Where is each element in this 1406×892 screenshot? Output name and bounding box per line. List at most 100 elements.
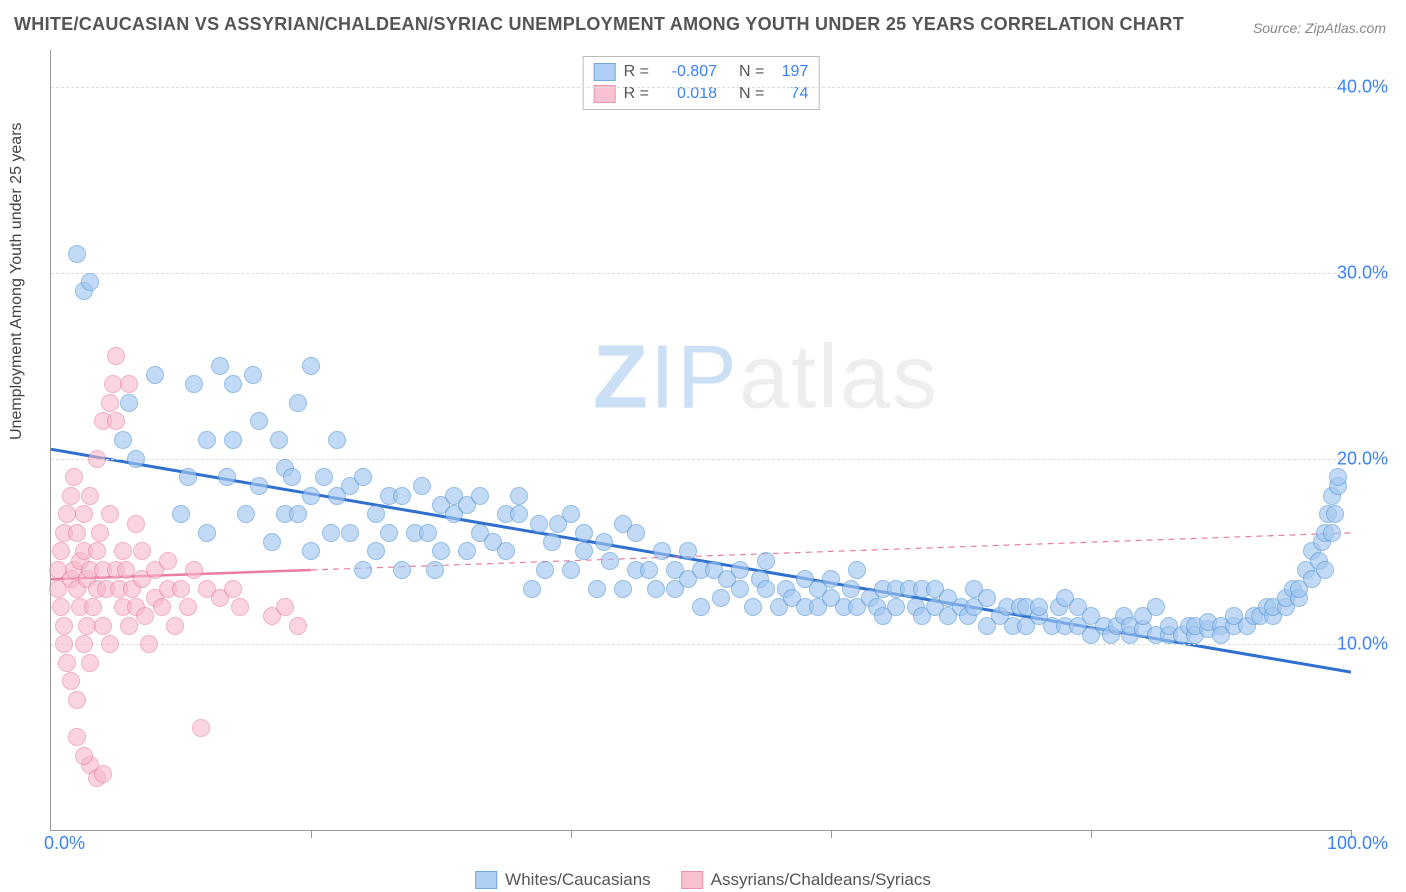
point-pink (276, 598, 294, 616)
point-blue (1147, 598, 1165, 616)
legend-label-pink: Assyrians/Chaldeans/Syriacs (711, 870, 931, 890)
x-tick (1091, 830, 1092, 838)
point-blue (978, 589, 996, 607)
point-blue (237, 505, 255, 523)
point-pink (55, 635, 73, 653)
point-blue (562, 561, 580, 579)
point-blue (322, 524, 340, 542)
y-axis-label: Unemployment Among Youth under 25 years (8, 122, 26, 440)
point-pink (65, 468, 83, 486)
point-blue (367, 542, 385, 560)
point-pink (153, 598, 171, 616)
swatch-pink (681, 871, 703, 889)
point-blue (757, 552, 775, 570)
grid-line-h (51, 644, 1351, 645)
point-blue (250, 477, 268, 495)
point-blue (393, 487, 411, 505)
chart-title: WHITE/CAUCASIAN VS ASSYRIAN/CHALDEAN/SYR… (14, 14, 1184, 35)
point-blue (712, 589, 730, 607)
point-pink (62, 672, 80, 690)
point-blue (81, 273, 99, 291)
point-blue (263, 533, 281, 551)
point-blue (270, 431, 288, 449)
point-blue (562, 505, 580, 523)
point-blue (198, 431, 216, 449)
point-blue (536, 561, 554, 579)
point-blue (198, 524, 216, 542)
point-blue (692, 598, 710, 616)
point-blue (640, 561, 658, 579)
point-pink (107, 412, 125, 430)
point-blue (380, 524, 398, 542)
y-tick-label: 30.0% (1337, 262, 1388, 283)
point-pink (84, 598, 102, 616)
point-blue (530, 515, 548, 533)
point-blue (588, 580, 606, 598)
point-blue (1316, 561, 1334, 579)
point-blue (250, 412, 268, 430)
y-tick-label: 40.0% (1337, 77, 1388, 98)
point-pink (75, 505, 93, 523)
point-blue (224, 431, 242, 449)
point-pink (91, 524, 109, 542)
x-tick (831, 830, 832, 838)
grid-line-h (51, 87, 1351, 88)
point-pink (52, 542, 70, 560)
x-tick-label: 100.0% (1327, 833, 1388, 854)
point-pink (52, 598, 70, 616)
point-pink (136, 607, 154, 625)
point-pink (68, 524, 86, 542)
point-blue (218, 468, 236, 486)
point-pink (94, 617, 112, 635)
point-blue (413, 477, 431, 495)
watermark: ZIPatlas (593, 326, 939, 429)
point-pink (133, 542, 151, 560)
swatch-blue (594, 63, 616, 81)
swatch-blue (475, 871, 497, 889)
point-blue (302, 487, 320, 505)
point-blue (289, 505, 307, 523)
legend-item-blue: Whites/Caucasians (475, 870, 651, 890)
point-pink (192, 719, 210, 737)
point-pink (101, 635, 119, 653)
point-blue (432, 542, 450, 560)
point-blue (179, 468, 197, 486)
point-blue (341, 524, 359, 542)
point-pink (58, 654, 76, 672)
point-pink (166, 617, 184, 635)
point-pink (68, 691, 86, 709)
point-blue (471, 487, 489, 505)
point-blue (393, 561, 411, 579)
grid-line-h (51, 273, 1351, 274)
point-blue (244, 366, 262, 384)
point-blue (510, 505, 528, 523)
point-blue (523, 580, 541, 598)
point-blue (185, 375, 203, 393)
point-blue (315, 468, 333, 486)
r-value-blue: -0.807 (657, 63, 717, 81)
point-blue (146, 366, 164, 384)
point-blue (68, 245, 86, 263)
scatter-chart: ZIPatlas R = -0.807 N = 197 R = 0.018 N … (50, 50, 1351, 831)
point-blue (614, 580, 632, 598)
point-blue (1030, 598, 1048, 616)
point-blue (367, 505, 385, 523)
point-blue (172, 505, 190, 523)
point-blue (497, 542, 515, 560)
point-blue (595, 533, 613, 551)
legend-item-pink: Assyrians/Chaldeans/Syriacs (681, 870, 931, 890)
point-pink (88, 450, 106, 468)
n-label: N = (739, 63, 764, 81)
point-blue (731, 580, 749, 598)
point-blue (543, 533, 561, 551)
point-pink (289, 617, 307, 635)
point-blue (328, 431, 346, 449)
point-blue (127, 450, 145, 468)
point-blue (354, 561, 372, 579)
point-pink (127, 515, 145, 533)
point-blue (842, 580, 860, 598)
legend-label-blue: Whites/Caucasians (505, 870, 651, 890)
point-blue (744, 598, 762, 616)
point-blue (575, 542, 593, 560)
point-pink (114, 542, 132, 560)
